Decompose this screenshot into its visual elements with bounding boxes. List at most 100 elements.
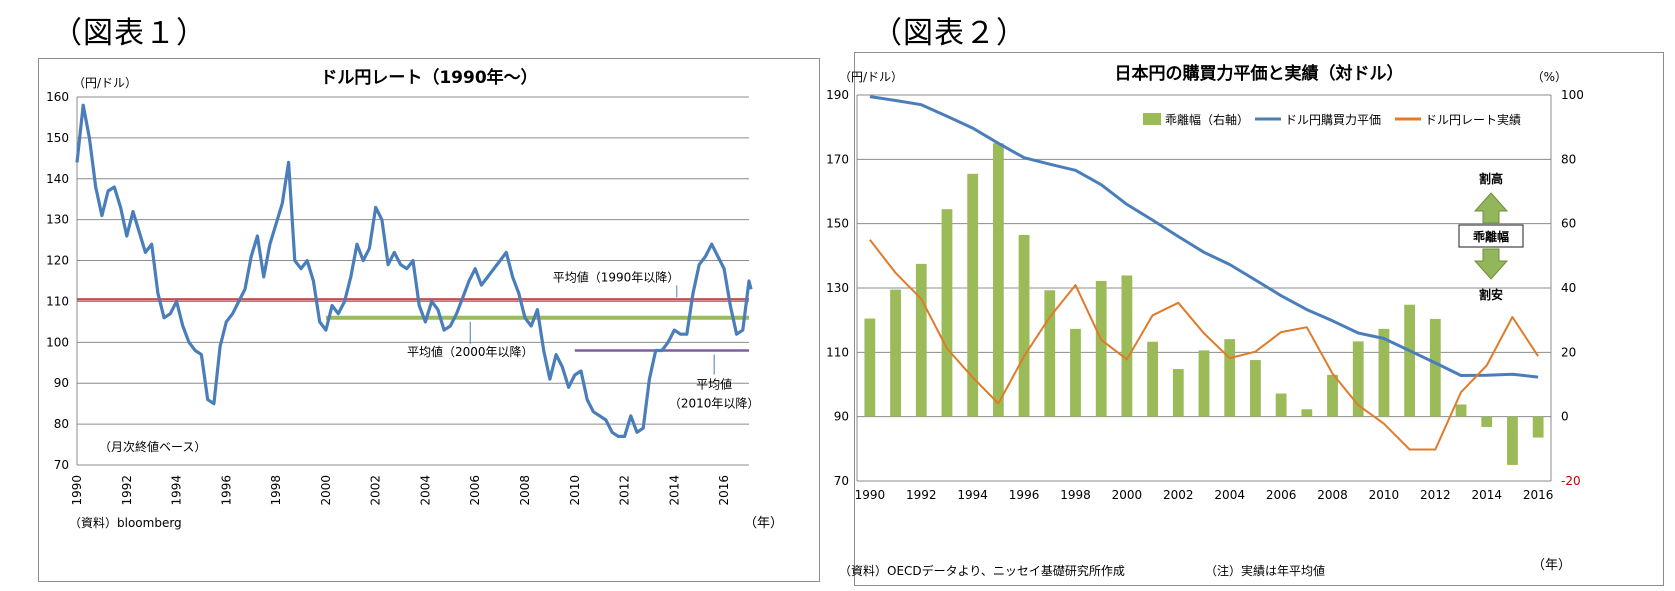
gap-bar	[1070, 328, 1081, 417]
up-arrow-icon	[1473, 192, 1509, 224]
x-tick-label: 1992	[120, 475, 134, 506]
gap-bar	[1224, 339, 1236, 417]
gap-bar	[1429, 318, 1441, 417]
x-tick-label: 2002	[369, 475, 383, 506]
gap-bar	[864, 318, 876, 417]
gap-bar	[1172, 369, 1184, 417]
y-right-tick-label: 80	[1561, 152, 1576, 166]
x-tick-label: 2012	[618, 475, 632, 506]
gap-bar	[1455, 404, 1467, 417]
y-right-tick-label: 60	[1561, 217, 1576, 231]
gap-bar	[1018, 234, 1030, 417]
chart-2-panel: 70 90 110 130 150 170 190 -20 0 20 40 60 80 100 1990…	[826, 52, 1664, 586]
y-left-tick-label: 190	[826, 88, 849, 102]
ppp-series-line	[869, 95, 1539, 379]
legend-swatch-bar	[1143, 113, 1161, 125]
x-tick-label: 2004	[418, 475, 432, 506]
y-tick-label: 70	[54, 458, 69, 472]
gap-bar	[915, 263, 927, 417]
gap-bar	[1327, 374, 1338, 417]
y-tick-label: 100	[46, 335, 69, 349]
gap-bar	[1301, 409, 1313, 417]
down-arrow-icon	[1473, 248, 1509, 280]
chart-1-note: （月次終値ベース）	[99, 439, 206, 454]
chart-1-source: （資料）bloomberg	[69, 516, 182, 530]
x-tick-label: 1990	[855, 488, 886, 502]
y-tick-label: 140	[46, 172, 69, 186]
y-right-tick-label: 40	[1561, 281, 1576, 295]
annotation-undervalued: 割安	[1479, 287, 1503, 302]
y-tick-label: 120	[46, 254, 69, 268]
ppp-chart: 70 90 110 130 150 170 190 -20 0 20 40 60 80 100 1990…	[826, 63, 1584, 578]
gap-bar	[1275, 393, 1287, 417]
usd-jpy-rate-series-line	[75, 103, 753, 438]
legend-label-ppp: ドル円購買力平価	[1285, 113, 1381, 127]
y-tick-label: 150	[46, 131, 69, 145]
gap-bar	[1250, 360, 1261, 417]
chart-1-xlabel: （年）	[744, 516, 783, 531]
gap-bar	[941, 209, 953, 417]
figure-1-label: （図表１）	[52, 16, 207, 51]
average-label-2000: 平均値（2000年以降）	[407, 344, 534, 359]
x-tick-label: 2002	[1163, 488, 1194, 502]
x-tick-label: 2014	[1471, 488, 1502, 502]
y-right-tick-label: 100	[1561, 88, 1584, 102]
chart-2-ylabel-right: （%）	[1532, 70, 1567, 84]
chart-1-ylabel: （円/ドル）	[73, 76, 137, 90]
chart-2-title: 日本円の購買力平価と実績（対ドル）	[1115, 63, 1404, 84]
figure-2-label: （図表２）	[872, 16, 1027, 51]
x-tick-label: 2000	[319, 475, 333, 506]
x-tick-label: 1998	[1060, 488, 1091, 502]
gap-bar	[967, 173, 979, 417]
annotation-gap: 乖離幅	[1473, 229, 1509, 244]
x-tick-label: 1998	[269, 475, 283, 506]
y-left-tick-label: 90	[834, 410, 849, 424]
y-left-tick-label: 130	[826, 281, 849, 295]
gap-bar	[1147, 341, 1158, 417]
x-tick-label: 2006	[468, 475, 482, 506]
x-tick-label: 1992	[906, 488, 937, 502]
gap-bar	[992, 143, 1004, 417]
x-tick-label: 1996	[219, 475, 233, 506]
chart-2-ylabel-left: （円/ドル）	[839, 70, 903, 84]
gap-bar	[1378, 328, 1390, 417]
average-label-2010-line2: （2010年以降）	[669, 397, 760, 411]
annotation-gap-box	[1458, 224, 1524, 248]
gap-bar	[1198, 350, 1210, 417]
x-tick-label: 2000	[1112, 488, 1143, 502]
x-tick-label: 2008	[1317, 488, 1348, 502]
x-tick-label: 1994	[957, 488, 988, 502]
y-tick-label: 130	[46, 213, 69, 227]
x-tick-label: 2008	[518, 475, 532, 506]
valuation-annotation: 割高 乖離幅 割安	[1458, 171, 1524, 302]
gap-bar	[1507, 416, 1518, 465]
x-tick-label: 2014	[667, 475, 681, 506]
y-left-tick-label: 170	[826, 152, 849, 166]
chart-2-legend: 乖離幅（右軸） ドル円購買力平価 ドル円レート実績	[1143, 112, 1521, 127]
gap-bar	[1121, 275, 1133, 417]
y-right-tick-label: 20	[1561, 345, 1576, 359]
x-tick-label: 2006	[1266, 488, 1297, 502]
y-tick-label: 90	[54, 376, 69, 390]
y-tick-label: 80	[54, 417, 69, 431]
actual-rate-series-line	[869, 239, 1539, 451]
gap-bar	[1404, 304, 1416, 417]
y-left-tick-label: 150	[826, 217, 849, 231]
y-left-tick-label: 110	[826, 345, 849, 359]
x-tick-label: 2010	[568, 475, 582, 506]
chart-2-note: （注）実績は年平均値	[1205, 563, 1325, 578]
chart-1-panel: 70 80 90 100 110 120 130 140 150 160 1990 1992 1994…	[38, 58, 820, 582]
legend-label-gap: 乖離幅（右軸）	[1165, 112, 1249, 127]
x-tick-label: 2010	[1369, 488, 1400, 502]
x-tick-label: 1994	[170, 475, 184, 506]
gap-bar	[1481, 416, 1493, 427]
y-tick-label: 110	[46, 294, 69, 308]
x-tick-label: 2012	[1420, 488, 1451, 502]
gap-bar	[1352, 341, 1364, 417]
usd-jpy-rate-chart: 70 80 90 100 110 120 130 140 150 160 1990 1992 1994…	[46, 67, 783, 531]
average-label-1990: 平均値（1990年以降）	[553, 269, 680, 284]
annotation-overvalued: 割高	[1479, 171, 1503, 186]
gap-bar	[1532, 416, 1544, 438]
gap-bar	[890, 289, 901, 417]
chart-2-xlabel: （年）	[1532, 558, 1571, 573]
